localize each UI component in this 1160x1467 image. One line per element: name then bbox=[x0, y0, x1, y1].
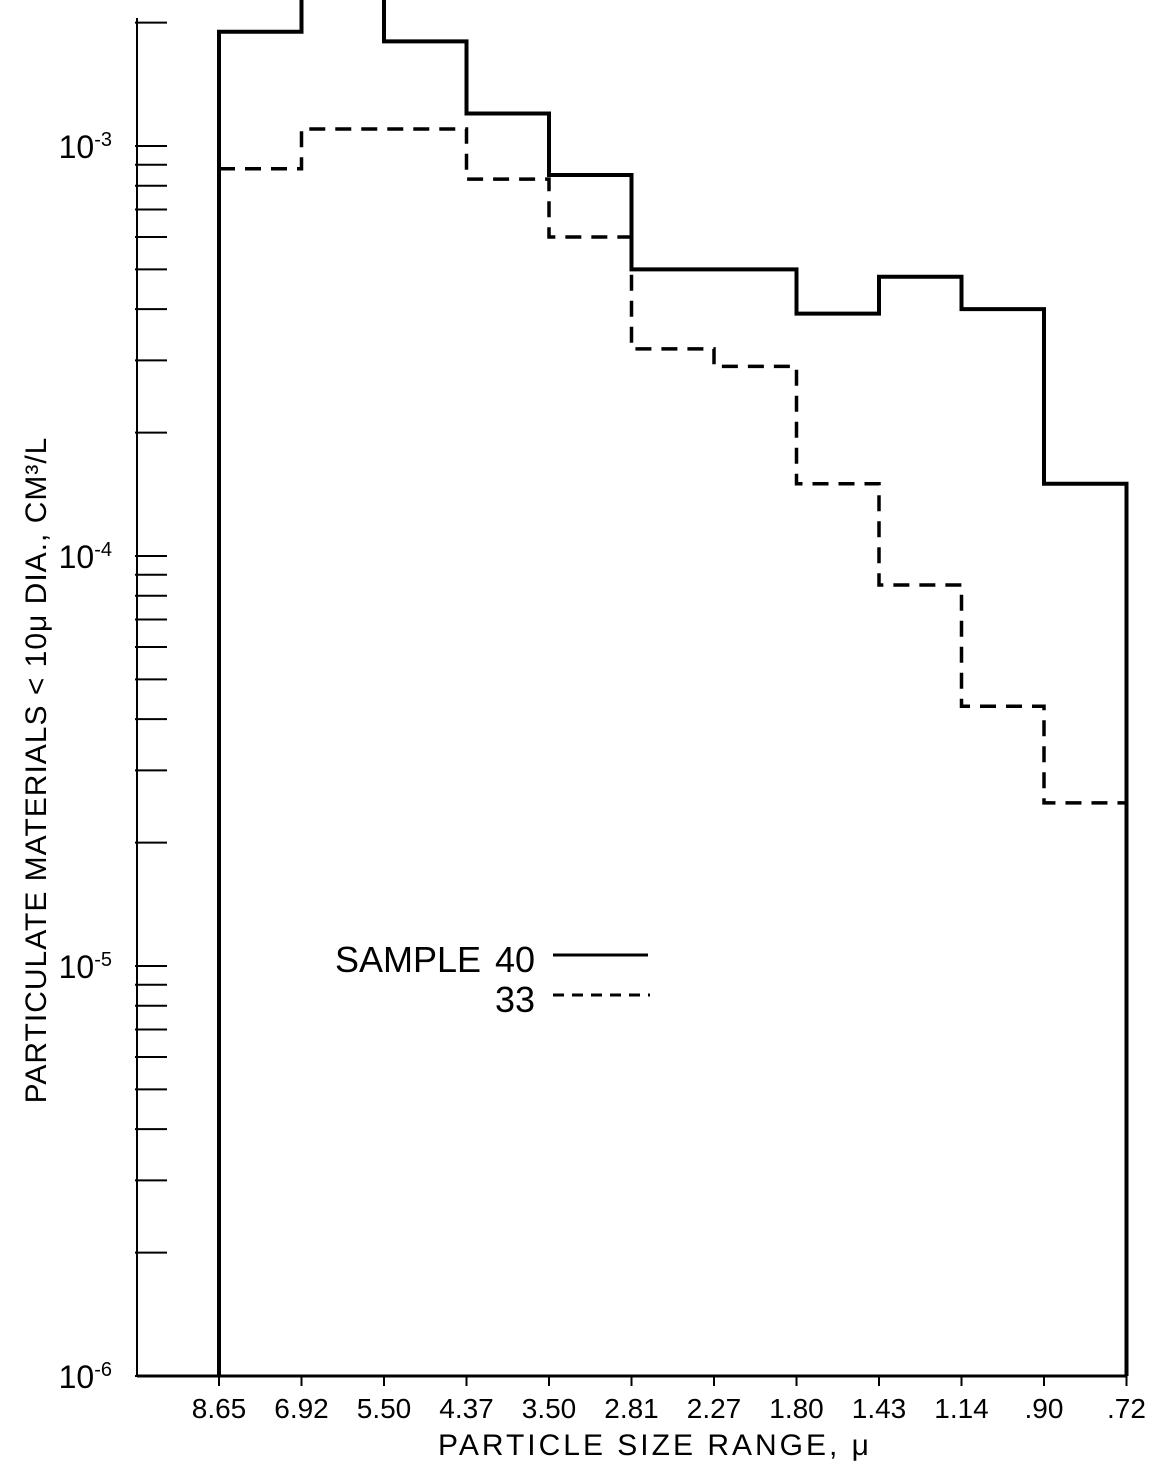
series-line-40 bbox=[217, 0, 1129, 1376]
legend-label-33: 33 bbox=[495, 979, 535, 1020]
y-axis-label: PARTICULATE MATERIALS < 10μ DIA., CM³/L bbox=[20, 437, 53, 1104]
x-tick-label: 1.43 bbox=[852, 1393, 907, 1424]
x-axis-label: PARTICLE SIZE RANGE, μ bbox=[438, 1429, 872, 1462]
x-tick-label: 2.81 bbox=[604, 1393, 659, 1424]
x-tick-label: 5.50 bbox=[357, 1393, 412, 1424]
x-tick-label: .72 bbox=[1107, 1393, 1146, 1424]
x-tick-label: 8.65 bbox=[192, 1393, 247, 1424]
y-tick-label: 10-6 bbox=[59, 1359, 112, 1395]
y-axis-ticks: 10-3 10-4 10-5 10-6 bbox=[59, 21, 167, 1395]
series-line-33 bbox=[219, 127, 1127, 805]
x-tick-label: 2.27 bbox=[687, 1393, 742, 1424]
x-tick-label: 3.50 bbox=[522, 1393, 577, 1424]
x-tick-label: 1.14 bbox=[934, 1393, 989, 1424]
x-axis-ticks: 8.65 6.92 5.50 4.37 3.50 2.81 2.27 1.80 1.43 1.14… bbox=[192, 1376, 1146, 1424]
series-layer bbox=[217, 0, 1129, 1376]
y-tick-label: 10-4 bbox=[59, 539, 112, 575]
x-tick-label: 1.80 bbox=[769, 1393, 824, 1424]
x-tick-label: 4.37 bbox=[439, 1393, 494, 1424]
x-tick-label: .90 bbox=[1025, 1393, 1064, 1424]
y-tick-label: 10-5 bbox=[59, 949, 112, 985]
legend: SAMPLE 40 33 bbox=[335, 939, 650, 1020]
legend-title: SAMPLE bbox=[335, 939, 481, 980]
legend-label-40: 40 bbox=[495, 939, 535, 980]
y-tick-label: 10-3 bbox=[59, 129, 112, 165]
x-tick-label: 6.92 bbox=[274, 1393, 329, 1424]
